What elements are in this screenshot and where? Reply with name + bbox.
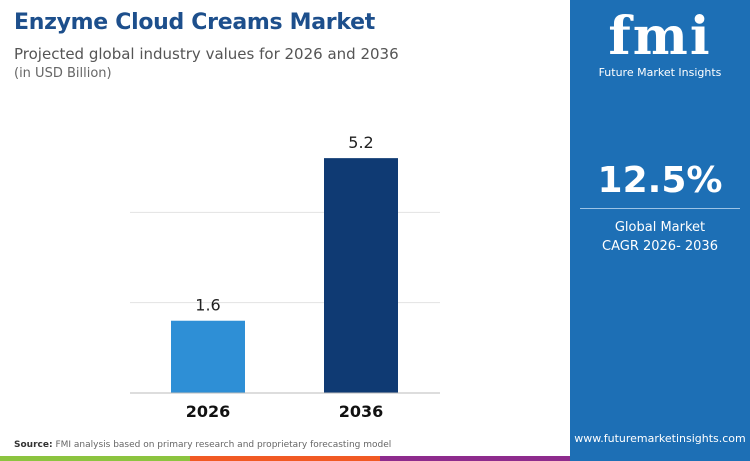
- x-tick-label: 2036: [339, 402, 384, 421]
- cagr-label-line1: Global Market: [614, 220, 706, 235]
- unit-label: (in USD Billion): [14, 66, 112, 81]
- fmi-logo: fmi Future Market Insights: [570, 6, 750, 80]
- logo-mark: fmi: [608, 6, 712, 67]
- website-link[interactable]: www.futuremarketinsights.com: [574, 432, 746, 445]
- bar-2036: [324, 158, 398, 393]
- chart-title: Enzyme Cloud Creams Market: [14, 10, 375, 35]
- bar-chart: 1.6 2026 5.2 2036: [130, 133, 440, 421]
- source-label: Source:: [14, 440, 53, 450]
- chart-subtitle: Projected global industry values for 202…: [14, 45, 399, 63]
- cagr-label: Global Market CAGR 2026- 2036: [570, 218, 750, 256]
- color-strip-orange: [190, 456, 380, 461]
- source-note: Source: FMI analysis based on primary re…: [14, 440, 391, 450]
- data-label: 1.6: [195, 296, 220, 315]
- x-tick-label: 2026: [186, 402, 231, 421]
- color-strip-purple: [380, 456, 570, 461]
- color-strip-green: [0, 456, 190, 461]
- cagr-label-line2: CAGR 2026- 2036: [602, 239, 718, 254]
- data-label: 5.2: [348, 133, 373, 152]
- color-strip-blue: [570, 456, 750, 461]
- source-text: FMI analysis based on primary research a…: [55, 440, 392, 450]
- bar-2026: [171, 320, 245, 393]
- divider: [580, 208, 740, 209]
- cagr-value: 12.5%: [597, 160, 723, 201]
- logo-caption: Future Market Insights: [598, 66, 722, 79]
- sidebar-panel: fmi Future Market Insights 12.5% Global …: [570, 0, 750, 456]
